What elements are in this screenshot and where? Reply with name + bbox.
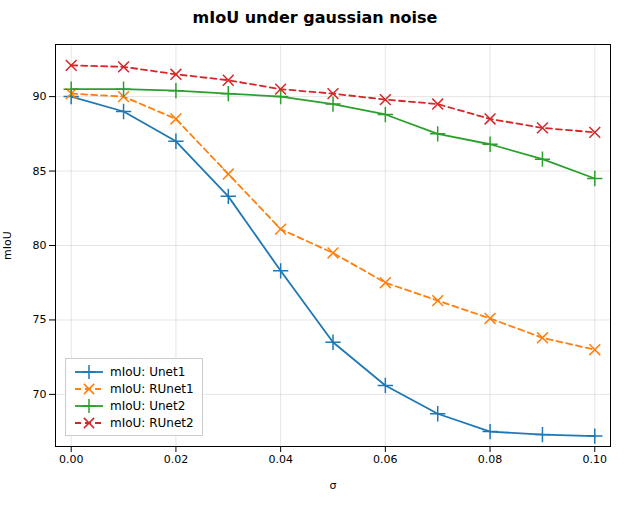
svg-text:0.10: 0.10 <box>583 453 608 466</box>
svg-text:0.02: 0.02 <box>164 453 189 466</box>
svg-text:0.08: 0.08 <box>478 453 503 466</box>
svg-text:90: 90 <box>33 90 47 103</box>
svg-text:75: 75 <box>33 313 47 326</box>
svg-text:0.06: 0.06 <box>373 453 398 466</box>
html-text:mIoU: Unet1: mIoU: Unet1 <box>110 364 186 379</box>
svg-text:0.00: 0.00 <box>59 453 84 466</box>
svg-text:80: 80 <box>33 239 47 252</box>
svg-text:mIoU: mIoU <box>1 231 14 260</box>
svg-text:0.04: 0.04 <box>268 453 293 466</box>
svg-text:σ: σ <box>330 479 337 492</box>
svg-text:85: 85 <box>33 165 47 178</box>
html-text:mIoU: Unet2: mIoU: Unet2 <box>110 398 186 413</box>
svg-text:70: 70 <box>33 388 47 401</box>
html-text:mIoU: RUnet2: mIoU: RUnet2 <box>110 415 194 430</box>
html-text:mIoU: RUnet1: mIoU: RUnet1 <box>110 381 194 396</box>
html-text:mIoU under gaussian noise: mIoU under gaussian noise <box>192 8 438 27</box>
